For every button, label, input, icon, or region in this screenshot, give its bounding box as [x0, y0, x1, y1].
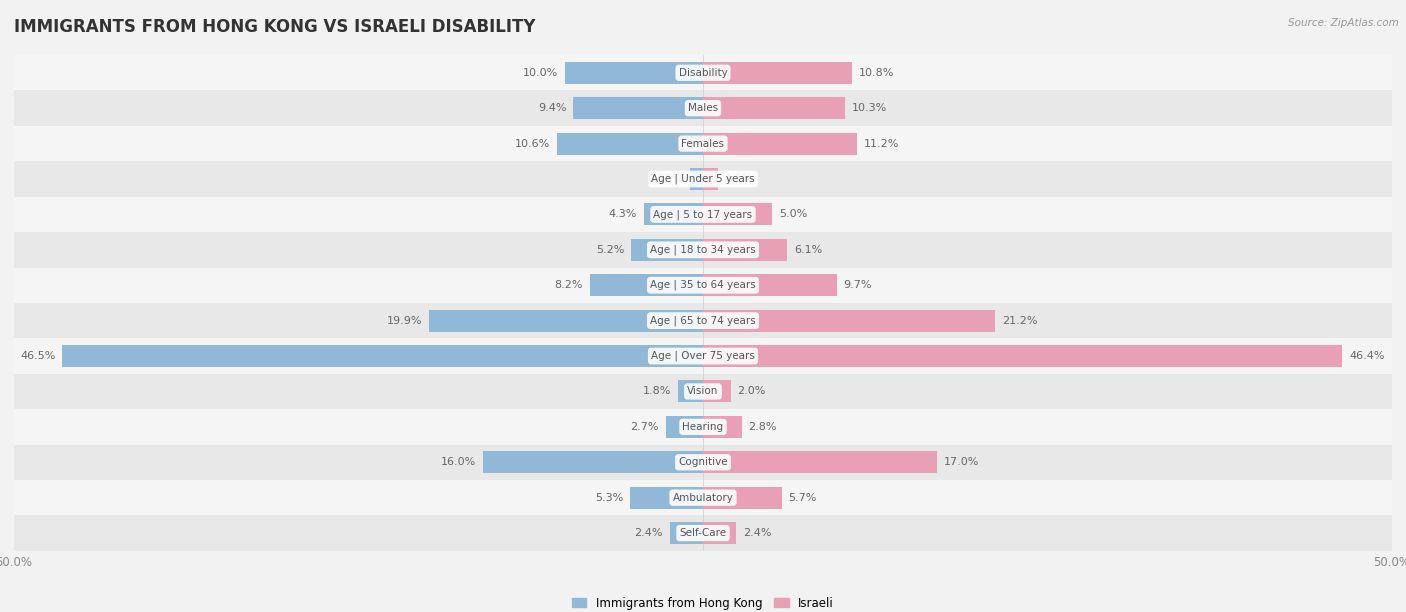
Bar	[14, 480, 1392, 515]
Text: Age | 35 to 64 years: Age | 35 to 64 years	[650, 280, 756, 291]
Text: 8.2%: 8.2%	[554, 280, 583, 290]
Bar	[666, 416, 703, 438]
Text: Age | 5 to 17 years: Age | 5 to 17 years	[654, 209, 752, 220]
Text: Age | Over 75 years: Age | Over 75 years	[651, 351, 755, 361]
Text: Source: ZipAtlas.com: Source: ZipAtlas.com	[1288, 18, 1399, 28]
Text: 10.3%: 10.3%	[852, 103, 887, 113]
Bar	[14, 409, 1392, 444]
Bar	[429, 310, 703, 332]
Text: 5.2%: 5.2%	[596, 245, 624, 255]
Text: Cognitive: Cognitive	[678, 457, 728, 468]
Legend: Immigrants from Hong Kong, Israeli: Immigrants from Hong Kong, Israeli	[568, 592, 838, 612]
Text: 46.5%: 46.5%	[20, 351, 55, 361]
Text: Age | 18 to 34 years: Age | 18 to 34 years	[650, 245, 756, 255]
Bar	[565, 62, 703, 84]
Text: Self-Care: Self-Care	[679, 528, 727, 538]
Text: Males: Males	[688, 103, 718, 113]
Bar	[703, 239, 787, 261]
Text: 2.8%: 2.8%	[748, 422, 778, 432]
Text: 16.0%: 16.0%	[440, 457, 475, 468]
Text: 21.2%: 21.2%	[1002, 316, 1038, 326]
Text: 10.8%: 10.8%	[859, 68, 894, 78]
Bar	[14, 55, 1392, 91]
Text: 5.7%: 5.7%	[789, 493, 817, 502]
Text: 2.4%: 2.4%	[634, 528, 664, 538]
Bar	[574, 97, 703, 119]
Bar	[703, 416, 741, 438]
Bar	[703, 381, 731, 403]
Bar	[703, 522, 737, 544]
Bar	[14, 267, 1392, 303]
Text: Vision: Vision	[688, 386, 718, 397]
Text: 19.9%: 19.9%	[387, 316, 422, 326]
Bar	[703, 133, 858, 155]
Text: 2.7%: 2.7%	[630, 422, 659, 432]
Text: 1.8%: 1.8%	[643, 386, 671, 397]
Bar	[690, 168, 703, 190]
Bar	[557, 133, 703, 155]
Text: 46.4%: 46.4%	[1350, 351, 1385, 361]
Bar	[62, 345, 703, 367]
Bar	[703, 203, 772, 225]
Bar	[703, 345, 1343, 367]
Text: 1.1%: 1.1%	[725, 174, 754, 184]
Bar	[591, 274, 703, 296]
Bar	[14, 91, 1392, 126]
Bar	[14, 303, 1392, 338]
Bar	[703, 274, 837, 296]
Bar	[14, 126, 1392, 162]
Bar	[703, 168, 718, 190]
Text: IMMIGRANTS FROM HONG KONG VS ISRAELI DISABILITY: IMMIGRANTS FROM HONG KONG VS ISRAELI DIS…	[14, 18, 536, 36]
Text: 9.4%: 9.4%	[538, 103, 567, 113]
Bar	[644, 203, 703, 225]
Bar	[14, 444, 1392, 480]
Bar	[14, 232, 1392, 267]
Bar	[482, 451, 703, 473]
Bar	[678, 381, 703, 403]
Text: 5.3%: 5.3%	[595, 493, 623, 502]
Bar	[669, 522, 703, 544]
Bar	[14, 196, 1392, 232]
Text: 0.95%: 0.95%	[648, 174, 683, 184]
Text: Age | 65 to 74 years: Age | 65 to 74 years	[650, 315, 756, 326]
Bar	[703, 310, 995, 332]
Bar	[703, 487, 782, 509]
Bar	[703, 97, 845, 119]
Text: 9.7%: 9.7%	[844, 280, 872, 290]
Text: 10.0%: 10.0%	[523, 68, 558, 78]
Text: 2.4%: 2.4%	[742, 528, 772, 538]
Text: Ambulatory: Ambulatory	[672, 493, 734, 502]
Text: Age | Under 5 years: Age | Under 5 years	[651, 174, 755, 184]
Bar	[14, 515, 1392, 551]
Text: 5.0%: 5.0%	[779, 209, 807, 220]
Text: 11.2%: 11.2%	[865, 138, 900, 149]
Text: 2.0%: 2.0%	[738, 386, 766, 397]
Text: 6.1%: 6.1%	[794, 245, 823, 255]
Text: Hearing: Hearing	[682, 422, 724, 432]
Text: Females: Females	[682, 138, 724, 149]
Text: Disability: Disability	[679, 68, 727, 78]
Text: 17.0%: 17.0%	[945, 457, 980, 468]
Bar	[631, 239, 703, 261]
Bar	[703, 62, 852, 84]
Bar	[14, 338, 1392, 374]
Bar	[14, 374, 1392, 409]
Bar	[14, 162, 1392, 196]
Text: 4.3%: 4.3%	[609, 209, 637, 220]
Bar	[630, 487, 703, 509]
Bar	[703, 451, 938, 473]
Text: 10.6%: 10.6%	[515, 138, 550, 149]
